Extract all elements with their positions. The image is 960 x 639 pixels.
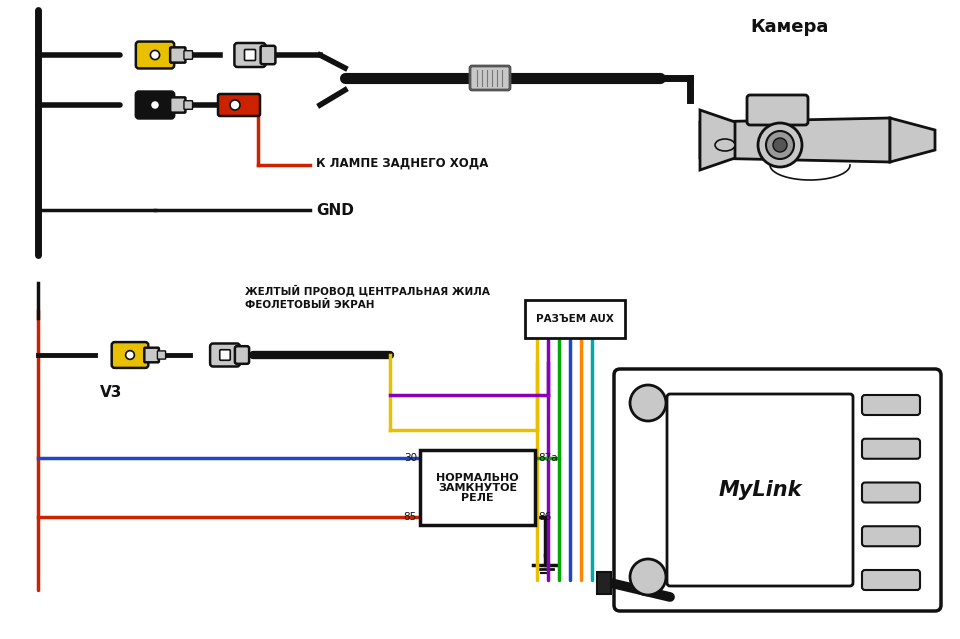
FancyBboxPatch shape bbox=[862, 395, 920, 415]
FancyBboxPatch shape bbox=[234, 43, 266, 67]
FancyBboxPatch shape bbox=[220, 350, 230, 360]
Bar bbox=[525, 300, 625, 338]
Text: GND: GND bbox=[316, 203, 354, 217]
Polygon shape bbox=[890, 118, 935, 162]
FancyBboxPatch shape bbox=[144, 348, 159, 362]
FancyBboxPatch shape bbox=[136, 42, 174, 68]
FancyBboxPatch shape bbox=[862, 439, 920, 459]
FancyBboxPatch shape bbox=[862, 570, 920, 590]
Text: Камера: Камера bbox=[750, 18, 828, 36]
Polygon shape bbox=[700, 118, 890, 162]
Circle shape bbox=[151, 100, 159, 110]
Text: 85: 85 bbox=[404, 512, 417, 522]
Ellipse shape bbox=[715, 139, 735, 151]
Text: ЗАМКНУТОЕ: ЗАМКНУТОЕ bbox=[438, 482, 517, 493]
FancyBboxPatch shape bbox=[210, 344, 240, 367]
Circle shape bbox=[126, 351, 134, 359]
FancyBboxPatch shape bbox=[747, 95, 808, 125]
FancyBboxPatch shape bbox=[184, 101, 193, 109]
Text: РАЗЪЕМ AUX: РАЗЪЕМ AUX bbox=[536, 314, 614, 324]
Text: НОРМАЛЬНО: НОРМАЛЬНО bbox=[436, 472, 518, 482]
Text: РЕЛЕ: РЕЛЕ bbox=[461, 493, 493, 502]
FancyBboxPatch shape bbox=[157, 351, 166, 359]
Text: К ЛАМПЕ ЗАДНЕГО ХОДА: К ЛАМПЕ ЗАДНЕГО ХОДА bbox=[316, 157, 489, 169]
FancyBboxPatch shape bbox=[667, 394, 853, 586]
Circle shape bbox=[766, 131, 794, 159]
Circle shape bbox=[151, 50, 159, 59]
FancyBboxPatch shape bbox=[614, 369, 941, 611]
Polygon shape bbox=[700, 110, 735, 170]
FancyBboxPatch shape bbox=[862, 527, 920, 546]
FancyBboxPatch shape bbox=[111, 342, 148, 368]
Circle shape bbox=[230, 100, 240, 110]
Circle shape bbox=[630, 385, 666, 421]
FancyBboxPatch shape bbox=[170, 97, 185, 112]
FancyBboxPatch shape bbox=[260, 46, 276, 64]
FancyBboxPatch shape bbox=[470, 66, 510, 90]
Circle shape bbox=[630, 559, 666, 595]
Text: ФЕОЛЕТОВЫЙ ЭКРАН: ФЕОЛЕТОВЫЙ ЭКРАН bbox=[245, 300, 374, 310]
Text: 30: 30 bbox=[404, 453, 417, 463]
FancyBboxPatch shape bbox=[862, 482, 920, 502]
Text: MyLink: MyLink bbox=[718, 480, 802, 500]
Circle shape bbox=[758, 123, 802, 167]
FancyBboxPatch shape bbox=[235, 346, 249, 364]
Bar bbox=[420, 450, 535, 525]
FancyBboxPatch shape bbox=[245, 49, 255, 61]
Text: 87a: 87a bbox=[538, 453, 558, 463]
Text: ЖЕЛТЫЙ ПРОВОД ЦЕНТРАЛЬНАЯ ЖИЛА: ЖЕЛТЫЙ ПРОВОД ЦЕНТРАЛЬНАЯ ЖИЛА bbox=[245, 284, 490, 296]
FancyBboxPatch shape bbox=[184, 50, 193, 59]
FancyBboxPatch shape bbox=[170, 47, 185, 63]
Text: 86: 86 bbox=[538, 512, 551, 522]
FancyBboxPatch shape bbox=[136, 91, 174, 118]
Bar bbox=[597, 572, 611, 594]
FancyBboxPatch shape bbox=[218, 94, 260, 116]
Circle shape bbox=[773, 138, 787, 152]
Text: V3: V3 bbox=[100, 385, 122, 400]
